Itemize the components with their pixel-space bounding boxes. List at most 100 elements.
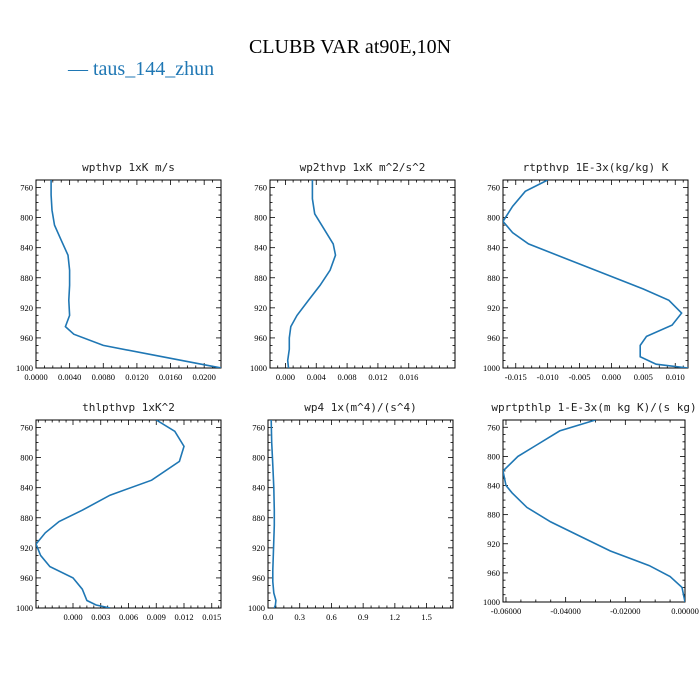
y-tick-label: 920 [487, 303, 500, 313]
x-tick-label: 0.004 [307, 372, 327, 382]
x-tick-label: 0.008 [338, 372, 357, 382]
x-tick-label: 0.016 [399, 372, 418, 382]
x-tick-label: 0.0 [263, 612, 274, 622]
y-tick-label: 760 [252, 423, 265, 433]
x-tick-label: 0.0080 [92, 372, 115, 382]
plot-frame [502, 419, 686, 603]
y-tick-label: 1000 [16, 603, 33, 613]
x-tick-label: 0.00000 [671, 606, 699, 616]
y-tick-label: 920 [252, 543, 265, 553]
legend-line-marker: — [68, 58, 88, 80]
y-tick-label: 960 [254, 333, 267, 343]
x-tick-label: -0.015 [505, 372, 527, 382]
y-tick-label: 760 [254, 183, 267, 193]
plot-frame [35, 419, 222, 609]
y-tick-label: 760 [487, 183, 500, 193]
panel-6: wprtpthlp 1-E-3x(m kg K)/(s kg) 760 800 840… [483, 401, 699, 616]
y-tick-label: 840 [254, 243, 267, 253]
panel-title: wp2thvp 1xK m^2/s^2 [300, 161, 426, 174]
y-tick-label: 1000 [483, 363, 500, 373]
y-tick-label: 760 [20, 423, 33, 433]
x-tick-label: -0.005 [569, 372, 591, 382]
y-tick-label: 880 [20, 273, 33, 283]
x-tick-label: 0.3 [294, 612, 305, 622]
y-tick-label: 1000 [16, 363, 33, 373]
legend: — taus_144_zhun [68, 58, 214, 81]
x-tick-label: 0.010 [666, 372, 685, 382]
series-line [50, 180, 221, 368]
x-tick-label: 0.003 [91, 612, 110, 622]
y-tick-label: 760 [487, 422, 500, 432]
y-tick-label: 920 [20, 543, 33, 553]
x-tick-label: 0.000 [602, 372, 621, 382]
y-tick-label: 840 [487, 243, 500, 253]
x-tick-label: 0.0040 [58, 372, 81, 382]
y-tick-label: 960 [20, 573, 33, 583]
y-tick-label: 800 [252, 453, 265, 463]
x-tick-label: 0.006 [119, 612, 138, 622]
plot-frame [267, 419, 454, 609]
y-tick-label: 960 [20, 333, 33, 343]
x-tick-label: 0.009 [147, 612, 166, 622]
panel-title: rtpthvp 1E-3x(kg/kg) K [523, 161, 669, 174]
y-tick-label: 1000 [248, 603, 265, 613]
y-tick-label: 920 [487, 539, 500, 549]
y-tick-label: 840 [487, 481, 500, 491]
y-tick-label: 840 [252, 483, 265, 493]
y-tick-label: 960 [487, 568, 500, 578]
plot-frame [35, 179, 222, 369]
plot-frame [269, 179, 456, 369]
series-line [503, 420, 685, 602]
x-tick-label: 0.000 [276, 372, 295, 382]
x-tick-label: -0.02000 [610, 606, 640, 616]
y-tick-label: 880 [487, 273, 500, 283]
y-tick-label: 840 [20, 243, 33, 253]
x-tick-label: 0.0120 [125, 372, 148, 382]
panel-5: wp4 1x(m^4)/(s^4)76080084088092096010000… [248, 401, 454, 622]
y-tick-label: 880 [254, 273, 267, 283]
panel-title: wprtpthlp 1-E-3x(m kg K)/(s kg) [491, 401, 696, 414]
x-tick-label: -0.06000 [491, 606, 521, 616]
series-line [503, 180, 688, 368]
panel-title: wpthvp 1xK m/s [82, 161, 175, 174]
series-line [286, 180, 337, 368]
x-tick-label: 0.0000 [24, 372, 47, 382]
x-tick-label: 1.5 [421, 612, 432, 622]
series-line [36, 420, 185, 608]
y-tick-label: 760 [20, 183, 33, 193]
y-tick-label: 1000 [483, 597, 500, 607]
y-tick-label: 1000 [250, 363, 267, 373]
panel-title: wp4 1x(m^4)/(s^4) [304, 401, 417, 414]
y-tick-label: 880 [20, 513, 33, 523]
x-tick-label: -0.04000 [550, 606, 580, 616]
x-tick-label: 0.012 [174, 612, 193, 622]
y-tick-label: 800 [487, 451, 500, 461]
x-tick-label: 0.012 [368, 372, 387, 382]
legend-label: taus_144_zhun [93, 58, 215, 80]
y-tick-label: 960 [487, 333, 500, 343]
y-tick-label: 800 [254, 213, 267, 223]
panel-1: wpthvp 1xK m/s76080084088092096010000.00… [16, 161, 222, 382]
x-tick-label: -0.010 [537, 372, 559, 382]
x-tick-label: 0.015 [202, 612, 221, 622]
y-tick-label: 880 [252, 513, 265, 523]
x-tick-label: 1.2 [390, 612, 401, 622]
x-tick-label: 0.6 [326, 612, 337, 622]
plot-frame [502, 179, 689, 369]
y-tick-label: 920 [20, 303, 33, 313]
panel-2: wp2thvp 1xK m^2/s^2 760 800 840 880 920 960 100… [250, 161, 456, 382]
series-line [270, 420, 277, 608]
y-tick-label: 960 [252, 573, 265, 583]
y-tick-label: 920 [254, 303, 267, 313]
y-tick-label: 840 [20, 483, 33, 493]
page-title: CLUBB VAR at90E,10N [248, 36, 452, 58]
y-tick-label: 800 [20, 213, 33, 223]
x-tick-label: 0.000 [63, 612, 82, 622]
panel-title: thlpthvp 1xK^2 [82, 401, 175, 414]
panel-4: thlpthvp 1xK^2 760 800 840 880 920 960 1000 0.00… [16, 401, 222, 622]
x-tick-label: 0.005 [634, 372, 653, 382]
x-tick-label: 0.0160 [159, 372, 182, 382]
panel-3: rtpthvp 1E-3x(kg/kg) K 760 800 840 880 920 960… [483, 161, 689, 382]
